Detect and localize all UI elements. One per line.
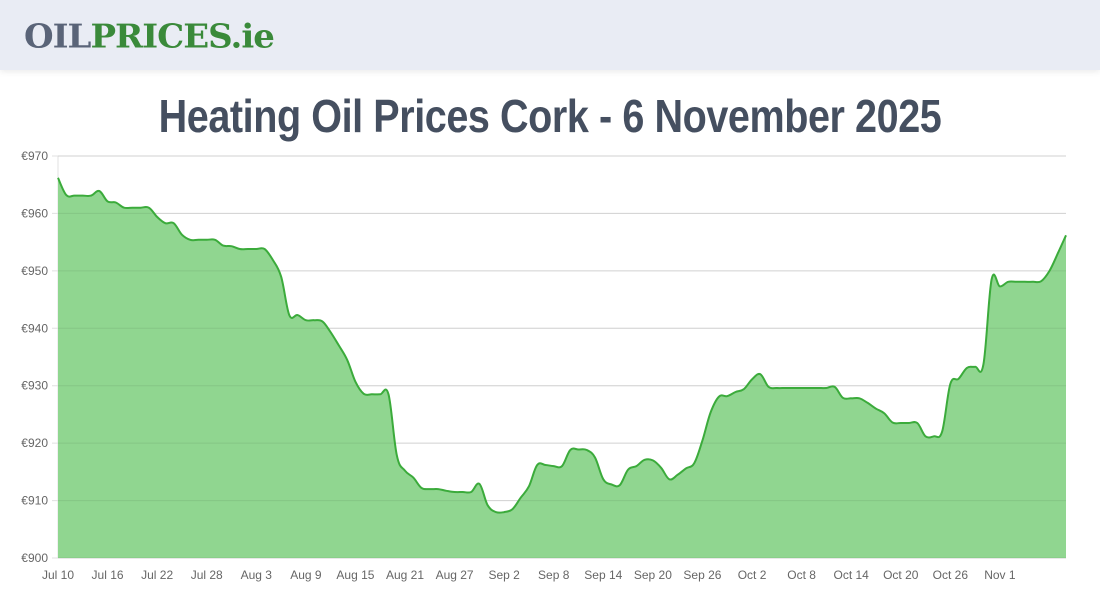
y-axis-label: €950	[21, 264, 48, 278]
logo-part-prices: PRICES.ie	[90, 18, 274, 56]
site-header: OILPRICES.ie	[0, 0, 1100, 70]
y-axis-label: €970	[21, 149, 48, 163]
y-axis-label: €910	[21, 494, 48, 508]
page-title: Heating Oil Prices Cork - 6 November 202…	[158, 90, 942, 142]
x-axis-label: Nov 1	[984, 568, 1016, 582]
price-area-fill	[58, 177, 1066, 559]
x-axis-label: Aug 3	[241, 568, 273, 582]
y-axis-label: €930	[21, 379, 48, 393]
x-axis-label: Oct 20	[883, 568, 919, 582]
x-axis-label: Sep 26	[683, 568, 721, 582]
x-axis-labels: Jul 10 Jul 16 Jul 22 Jul 28 Aug 3 Aug 9 Aug 15…	[42, 568, 1016, 582]
x-axis-label: Jul 28	[191, 568, 223, 582]
y-axis-label: €920	[21, 436, 48, 450]
chart-gridlines-overlay	[58, 155, 1066, 559]
x-axis-label: Aug 21	[386, 568, 424, 582]
x-axis-label: Aug 9	[290, 568, 322, 582]
x-axis-label: Jul 10	[42, 568, 74, 582]
x-axis-label: Oct 26	[933, 568, 969, 582]
y-axis-labels: €900 €910 €920 €930 €940 €950 €960 €970	[21, 149, 48, 565]
y-axis-label: €960	[21, 206, 48, 220]
x-axis-label: Oct 8	[787, 568, 816, 582]
price-line	[57, 177, 1067, 514]
x-axis-label: Aug 27	[436, 568, 474, 582]
x-axis-label: Sep 20	[634, 568, 672, 582]
logo-part-oil: OIL	[24, 18, 91, 56]
x-axis-label: Sep 8	[538, 568, 570, 582]
x-axis-label: Oct 14	[834, 568, 870, 582]
x-axis-label: Sep 14	[584, 568, 622, 582]
y-axis-label: €940	[21, 321, 48, 335]
x-axis-label: Oct 2	[738, 568, 767, 582]
x-axis-label: Jul 22	[141, 568, 173, 582]
x-axis-label: Jul 16	[92, 568, 124, 582]
x-axis-label: Sep 2	[488, 568, 520, 582]
x-axis-label: Aug 15	[336, 568, 374, 582]
site-logo[interactable]: OILPRICES.ie	[24, 18, 275, 56]
y-axis-label: €900	[21, 551, 48, 565]
